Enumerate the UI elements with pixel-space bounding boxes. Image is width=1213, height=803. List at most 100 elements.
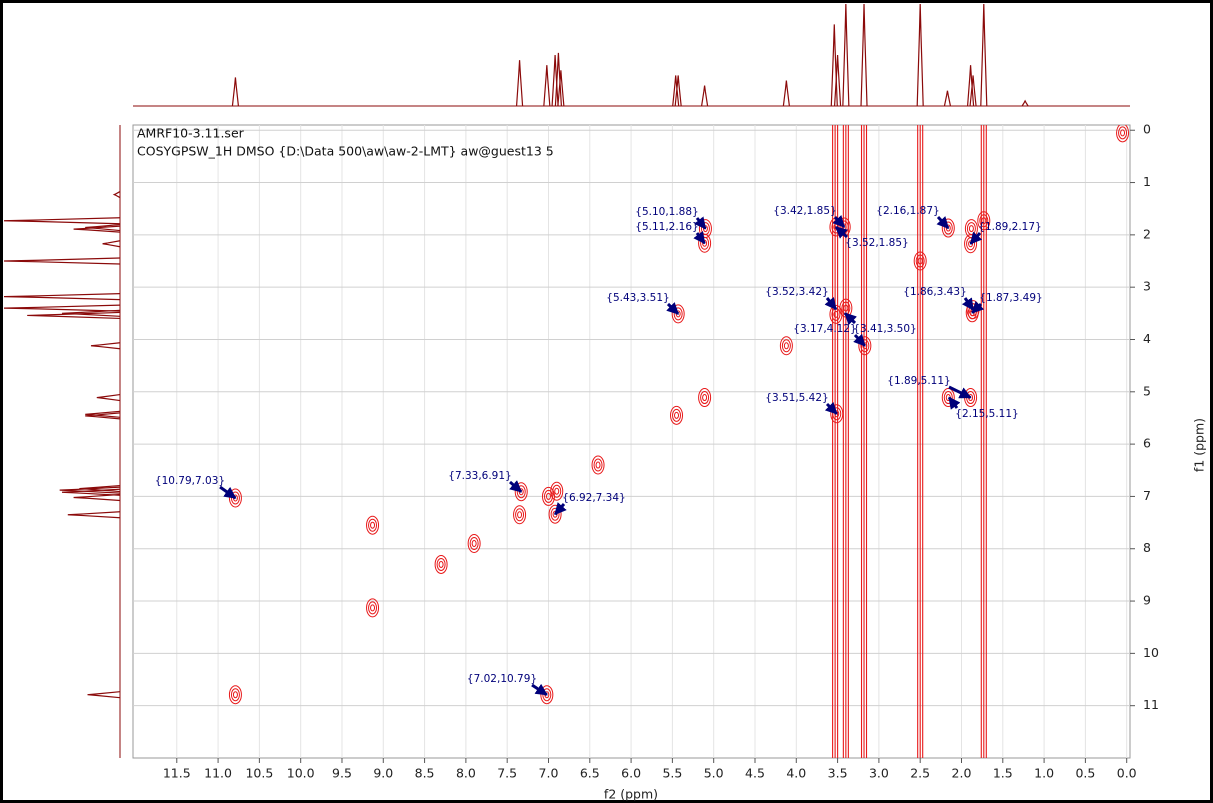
contour-ring [593,458,603,472]
cross-peak [366,598,380,618]
x-tick-label: 9.0 [373,766,393,781]
contour-ring [370,521,376,529]
annotation-label: {1.86,3.43} [903,286,966,298]
f2-peak [701,85,709,107]
y-tick-label: 11 [1143,697,1159,712]
contour-ring [1120,129,1126,137]
f2-peak [980,4,988,107]
annotation-arrow [853,333,866,347]
f1-peak [85,223,121,232]
cross-peak [1116,125,1130,143]
f2-projection [133,4,1130,107]
f1-peak [96,393,121,402]
f2-peak [543,65,551,107]
contour-ring [228,685,242,705]
contour-ring [545,492,551,500]
f1-peak [59,486,121,494]
contour-ring [917,257,923,265]
f2-peak [674,75,682,107]
y-tick-label: 1 [1143,174,1151,189]
annotation-label: {3.52,1.85} [845,237,908,249]
f2-peak [515,60,524,107]
x-tick-label: 8.0 [456,766,476,781]
contour-ring [913,251,927,271]
annotation-arrow [824,401,838,415]
x-tick-label: 9.5 [332,766,352,781]
x-tick-label: 10.0 [287,766,315,781]
x-axis-label: f2 (ppm) [604,787,658,802]
annotation-arrow [948,385,972,399]
chart-subtitle: COSYGPSW_1H DMSO {D:\Data 500\aw\aw-2-LM… [137,144,554,159]
f1-peak [4,304,121,312]
contour-ring [517,511,523,519]
cross-peak [779,336,793,356]
contour-ring [230,688,240,702]
x-tick-label: 11.5 [163,766,191,781]
annotation-arrow [936,215,950,230]
annotation-arrow [969,231,983,245]
annotation-label: {3.17,4.12} [793,323,856,335]
x-tick-label: 3.5 [828,766,848,781]
x-tick-label: 0.0 [1117,766,1137,781]
contour-ring [436,557,446,571]
contour-ring [366,598,380,618]
cross-peak [467,534,481,554]
x-tick-label: 3.0 [869,766,889,781]
y-tick-label: 4 [1143,331,1151,346]
contour-ring [700,391,710,405]
cross-peak [670,405,684,425]
x-tick-label: 0.5 [1075,766,1095,781]
annotation-label: {5.43,3.51} [606,292,669,304]
annotation-arrow [553,502,567,516]
contour-ring [672,408,682,422]
y-tick-label: 7 [1143,488,1151,503]
annotations: {10.79,7.03} {7.33,6.91} {6.92,7.34} {5.10,… [155,205,1043,696]
y-tick-label: 8 [1143,540,1151,555]
annotation-label: {5.10,1.88} [635,206,698,218]
annotation-label: {1.89,2.17} [978,221,1041,233]
annotation-arrow [832,215,846,229]
f1-peak [4,257,121,265]
annotation-arrow [666,302,680,315]
cross-peak [434,554,448,574]
annotation-arrow [509,480,523,493]
cross-peak [366,515,380,535]
annotation-arrow [971,300,985,314]
x-tick-label: 5.5 [662,766,682,781]
annotation-label: {10.79,7.03} [155,475,225,487]
contour-ring [232,691,238,699]
f2-peak [969,75,977,107]
x-tick-label: 10.5 [245,766,273,781]
f1-peak [61,309,121,317]
cross-peak [228,685,242,705]
contour-ring [670,405,684,425]
contour-ring [552,484,562,498]
f2-peak [1021,99,1029,107]
f1-peak [79,484,121,493]
f2-peak [916,4,924,107]
y-tick-label: 6 [1143,436,1151,451]
f2-peak [833,54,842,107]
contour-ring [833,310,839,318]
contour-ring [513,505,527,525]
contour-ring [434,554,448,574]
annotation-label: {6.92,7.34} [562,492,625,504]
contour-ring [779,336,793,356]
y-tick-label: 10 [1143,645,1159,660]
y-tick-label: 5 [1143,383,1151,398]
contour-ring [554,487,560,495]
contour-ring [550,481,564,501]
contour-ring [1118,126,1128,140]
annotation-label: {1.87,3.49} [979,292,1042,304]
f1-peak [85,410,121,418]
contour-ring [591,455,605,475]
x-tick-label: 7.5 [497,766,517,781]
contour-ring [781,339,791,353]
annotation-label: {5.11,2.16} [635,221,698,233]
f1-peak [4,217,121,225]
annotation-label: {3.41,3.50} [853,323,916,335]
y-tick-label: 9 [1143,593,1151,608]
f1-peak [4,292,121,301]
